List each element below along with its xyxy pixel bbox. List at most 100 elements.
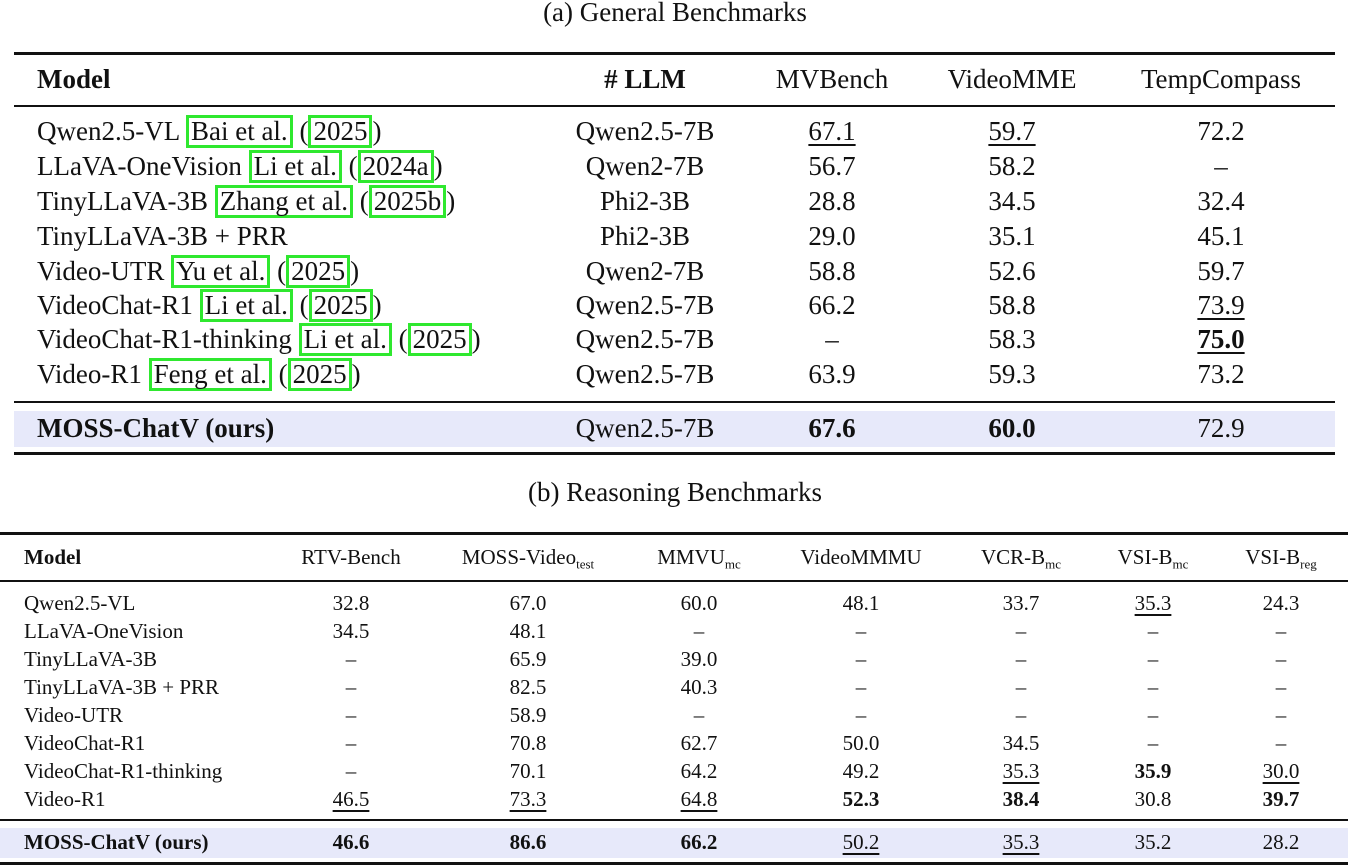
table-b-cell-vcr: 33.7 bbox=[1002, 591, 1040, 615]
table-a-row-model: Qwen2.5-VL Bai et al. (2025) bbox=[37, 115, 382, 148]
table-b-cell-vsireg: – bbox=[1275, 675, 1287, 699]
table-b-row-model: VideoChat-R1 bbox=[24, 731, 146, 755]
table-b-cell-rtv: – bbox=[345, 731, 357, 755]
ours-videomme: 60.0 bbox=[988, 413, 1036, 443]
table-b-cell-rtv: 32.8 bbox=[332, 591, 370, 615]
table-b-cell-mmvu: – bbox=[693, 619, 705, 643]
table-b-cell-videommmu: 48.1 bbox=[842, 591, 880, 615]
table-b-cell-vsireg: – bbox=[1275, 647, 1287, 671]
col-mvbench-header: MVBench bbox=[775, 64, 889, 94]
table-b-cell-vcr: 38.4 bbox=[1002, 787, 1040, 811]
table-b-cell-videommmu: – bbox=[855, 619, 867, 643]
table-a-row-model: VideoChat-R1 Li et al. (2025) bbox=[37, 289, 382, 322]
colb-videommmu-header: VideoMMMU bbox=[800, 545, 922, 569]
col-tempcompass-header: TempCompass bbox=[1140, 64, 1302, 94]
citation-year-link[interactable]: 2024a bbox=[357, 150, 434, 183]
table-a-cell-llm: Phi2-3B bbox=[599, 186, 691, 216]
col-llm-header: # LLM bbox=[604, 64, 686, 94]
table-b-bottom-rule bbox=[0, 862, 1348, 865]
table-a-cell-videomme: 58.2 bbox=[988, 151, 1036, 181]
table-b-cell-moss: 73.3 bbox=[509, 787, 547, 811]
ours-mvbench: 67.6 bbox=[808, 413, 856, 443]
table-b-cell-videommmu: – bbox=[855, 675, 867, 699]
table-b-body-rule bbox=[0, 819, 1348, 821]
citation-author-link[interactable]: Yu et al. bbox=[171, 255, 271, 288]
table-b-cell-moss: 58.9 bbox=[509, 703, 547, 727]
table-b-top-rule bbox=[0, 532, 1348, 535]
colb-mmvu-header: MMVUmc bbox=[657, 545, 741, 572]
table-a-row-model: LLaVA-OneVision Li et al. (2024a) bbox=[37, 150, 443, 183]
table-a-row-model: Video-R1 Feng et al. (2025) bbox=[37, 358, 361, 391]
table-b-cell-moss: 82.5 bbox=[509, 675, 547, 699]
table-a-cell-videomme: 59.3 bbox=[988, 359, 1036, 389]
table-a-header-rule bbox=[14, 105, 1335, 107]
table-a-row-model: TinyLLaVA-3B Zhang et al. (2025b) bbox=[37, 185, 456, 218]
citation-author-link[interactable]: Li et al. bbox=[248, 150, 342, 183]
table-a-cell-tempcompass: 59.7 bbox=[1197, 256, 1245, 286]
table-b-cell-vsimc: 35.3 bbox=[1134, 591, 1172, 615]
table-b-cell-rtv: 34.5 bbox=[332, 619, 370, 643]
citation-year-link[interactable]: 2025 bbox=[308, 115, 373, 148]
table-a-cell-llm: Qwen2.5-7B bbox=[575, 290, 715, 320]
table-b-row-model: TinyLLaVA-3B bbox=[24, 647, 158, 671]
table-b-ours-cell-mmvu: 66.2 bbox=[680, 830, 718, 854]
table-b-ours-cell-videommmu: 50.2 bbox=[842, 830, 880, 854]
table-b-row-model: TinyLLaVA-3B + PRR bbox=[24, 675, 220, 699]
colb-vcr-header: VCR-Bmc bbox=[980, 545, 1062, 572]
table-a-cell-llm: Qwen2.5-7B bbox=[575, 116, 715, 146]
table-b-cell-vcr: – bbox=[1015, 647, 1027, 671]
table-b-cell-rtv: – bbox=[345, 759, 357, 783]
table-b-cell-videommmu: 50.0 bbox=[842, 731, 880, 755]
table-b-row-model: LLaVA-OneVision bbox=[24, 619, 184, 643]
citation-year-link[interactable]: 2025 bbox=[286, 255, 351, 288]
table-b-cell-vsireg: 39.7 bbox=[1262, 787, 1300, 811]
table-b-cell-mmvu: 60.0 bbox=[680, 591, 718, 615]
table-b-cell-vsireg: – bbox=[1275, 731, 1287, 755]
citation-author-link[interactable]: Zhang et al. bbox=[214, 185, 353, 218]
table-a-cell-mvbench: 66.2 bbox=[808, 290, 856, 320]
table-b-cell-mmvu: 39.0 bbox=[680, 647, 718, 671]
table-b-cell-vcr: – bbox=[1015, 703, 1027, 727]
table-a-top-rule bbox=[14, 52, 1335, 55]
table-b-cell-vcr: 34.5 bbox=[1002, 731, 1040, 755]
citation-author-link[interactable]: Feng et al. bbox=[148, 358, 272, 391]
table-b-cell-vsimc: 30.8 bbox=[1134, 787, 1172, 811]
table-a-cell-videomme: 59.7 bbox=[988, 116, 1036, 146]
table-a-cell-tempcompass: 32.4 bbox=[1197, 186, 1245, 216]
table-a-cell-tempcompass: 75.0 bbox=[1197, 324, 1245, 354]
table-a-cell-videomme: 58.3 bbox=[988, 324, 1036, 354]
table-b-ours-model: MOSS-ChatV (ours) bbox=[24, 830, 209, 854]
table-b-cell-mmvu: 40.3 bbox=[680, 675, 718, 699]
table-b-cell-videommmu: – bbox=[855, 647, 867, 671]
citation-year-link[interactable]: 2025 bbox=[287, 358, 352, 391]
table-b-cell-mmvu: 64.2 bbox=[680, 759, 718, 783]
table-a-row-model: VideoChat-R1-thinking Li et al. (2025) bbox=[37, 323, 481, 356]
citation-year-link[interactable]: 2025b bbox=[368, 185, 447, 218]
table-a-cell-mvbench: 63.9 bbox=[808, 359, 856, 389]
table-a-cell-videomme: 52.6 bbox=[988, 256, 1036, 286]
table-b-cell-vsireg: 24.3 bbox=[1262, 591, 1300, 615]
ours-llm: Qwen2.5-7B bbox=[575, 413, 715, 443]
table-a-cell-tempcompass: 45.1 bbox=[1197, 221, 1245, 251]
table-b-cell-vsimc: 35.9 bbox=[1134, 759, 1172, 783]
citation-author-link[interactable]: Li et al. bbox=[298, 323, 392, 356]
table-a-cell-llm: Qwen2-7B bbox=[585, 256, 705, 286]
citation-year-link[interactable]: 2025 bbox=[308, 289, 373, 322]
table-b-header-rule bbox=[0, 580, 1348, 582]
table-a-cell-llm: Phi2-3B bbox=[599, 221, 691, 251]
table-a-row-model: Video-UTR Yu et al. (2025) bbox=[37, 255, 360, 288]
citation-author-link[interactable]: Bai et al. bbox=[185, 115, 293, 148]
table-b-row-model: Video-UTR bbox=[24, 703, 124, 727]
colb-moss-header: MOSS-Videotest bbox=[461, 545, 595, 572]
table-b-cell-rtv: – bbox=[345, 703, 357, 727]
table-a-cell-llm: Qwen2.5-7B bbox=[575, 359, 715, 389]
table-a-cell-videomme: 58.8 bbox=[988, 290, 1036, 320]
citation-year-link[interactable]: 2025 bbox=[407, 323, 472, 356]
table-a-row-model: TinyLLaVA-3B + PRR bbox=[37, 221, 288, 251]
table-b-cell-moss: 65.9 bbox=[509, 647, 547, 671]
table-a-caption: (a) General Benchmarks bbox=[543, 0, 807, 27]
table-b-caption: (b) Reasoning Benchmarks bbox=[528, 477, 822, 507]
citation-author-link[interactable]: Li et al. bbox=[199, 289, 293, 322]
table-a-cell-llm: Qwen2.5-7B bbox=[575, 324, 715, 354]
table-b-cell-mmvu: 62.7 bbox=[680, 731, 718, 755]
